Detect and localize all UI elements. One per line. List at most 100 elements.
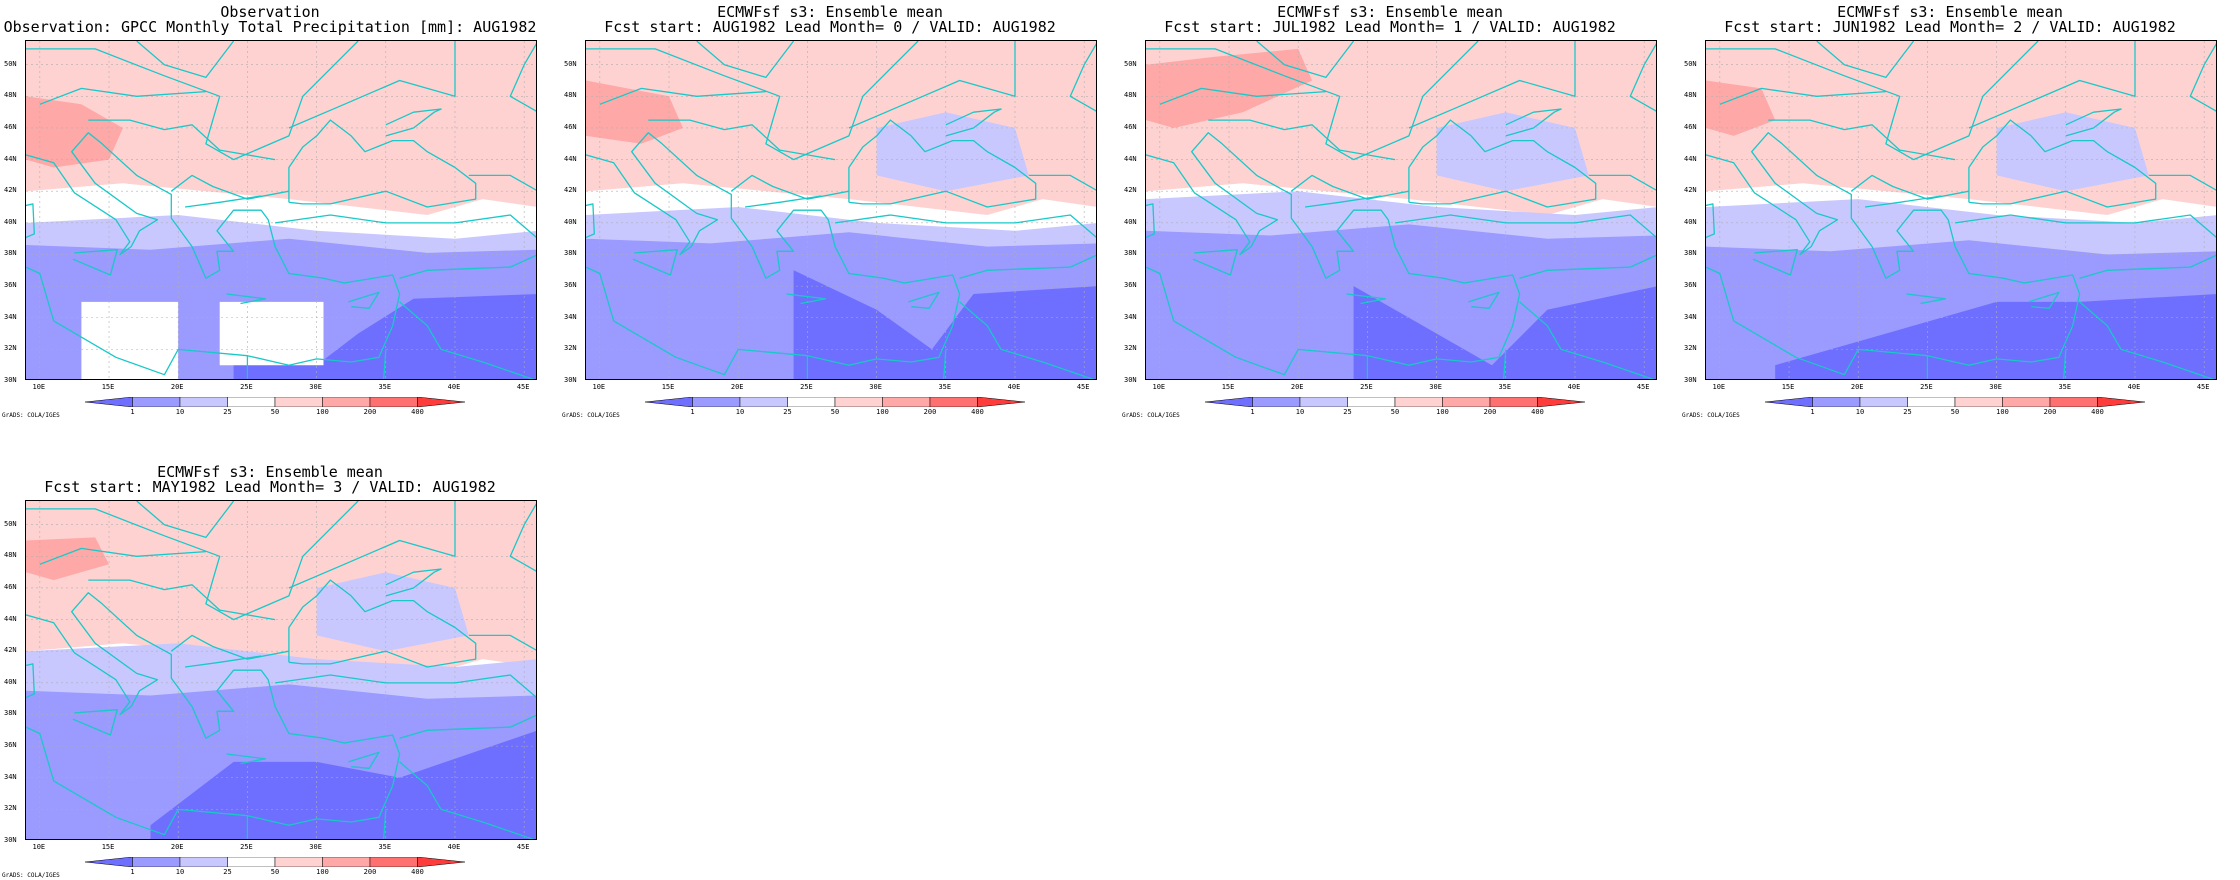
colorbar — [85, 857, 465, 867]
x-tick-label: 20E — [170, 843, 184, 851]
x-tick-label: 15E — [661, 383, 675, 391]
colorbar-swatch — [1299, 397, 1348, 407]
panel-title: Observation — [220, 3, 320, 21]
coastline — [1208, 119, 1396, 161]
x-tick-label: 40E — [447, 383, 461, 391]
y-tick-label: 36N — [4, 741, 17, 750]
x-tick-label: 25E — [800, 383, 813, 391]
x-tick-label: 20E — [1290, 383, 1304, 391]
coastline — [1346, 293, 1387, 305]
colorbar-label: 400 — [2091, 408, 2104, 416]
coastline — [835, 214, 1096, 238]
grads-credit: GrADS: COLA/IGES — [1682, 412, 1740, 419]
coastline — [1146, 132, 1521, 376]
y-tick-label: 40N — [4, 217, 17, 226]
x-tick-label: 20E — [170, 383, 184, 391]
x-tick-label: 45E — [1076, 383, 1090, 391]
y-tick-label: 46N — [564, 122, 577, 131]
x-tick-label: 15E — [1781, 383, 1795, 391]
coastline — [26, 41, 359, 161]
y-tick-label: 32N — [1124, 344, 1137, 353]
grads-credit: GrADS: COLA/IGES — [562, 412, 620, 419]
colorbar-label: 10 — [1295, 408, 1305, 416]
colorbar-label: 25 — [783, 408, 792, 416]
y-tick-label: 34N — [1684, 312, 1697, 321]
coastline — [648, 119, 836, 161]
coastline — [1192, 249, 1238, 276]
colorbar-swatch — [322, 857, 371, 867]
y-tick-label: 44N — [1124, 154, 1137, 163]
precip-region — [1436, 112, 1589, 192]
colorbar-swatch — [132, 857, 181, 867]
coastline — [26, 132, 401, 376]
x-tick-label: 15E — [101, 383, 115, 391]
coastline — [943, 349, 947, 379]
panel-subtitle: Fcst start: AUG1982 Lead Month= 0 / VALI… — [604, 18, 1056, 36]
y-tick-label: 42N — [4, 186, 17, 195]
coastline — [1505, 108, 1562, 137]
y-tick-label: 44N — [4, 614, 17, 623]
coastline — [1519, 254, 1656, 279]
x-tick-label: 45E — [1636, 383, 1650, 391]
coastline — [39, 547, 206, 565]
coastline — [1468, 291, 1500, 309]
coastline — [383, 809, 387, 839]
map-canvas — [1706, 41, 2216, 379]
colorbar-label: 1 — [130, 868, 135, 876]
y-tick-label: 30N — [1684, 376, 1697, 384]
coastline — [136, 501, 235, 539]
colorbar-swatch — [739, 397, 788, 407]
colorbar — [645, 397, 1025, 407]
y-tick-label: 40N — [564, 217, 577, 226]
precip-region — [26, 96, 123, 168]
colorbar-label: 25 — [1343, 408, 1352, 416]
precipitation-map — [1145, 40, 1657, 380]
precip-region — [876, 112, 1029, 192]
coastline — [185, 655, 262, 668]
coastline — [2079, 301, 2215, 379]
colorbar-swatch — [645, 397, 693, 407]
colorbar-swatch — [417, 397, 465, 407]
precip-region — [1146, 48, 1313, 128]
coastline — [2189, 43, 2216, 112]
x-tick-label: 10E — [32, 383, 46, 391]
coastline — [399, 761, 535, 839]
coastline — [1305, 195, 1382, 208]
coastline — [72, 249, 118, 276]
x-tick-label: 45E — [516, 843, 530, 851]
precip-region — [316, 572, 469, 652]
coastline — [1629, 43, 1656, 112]
colorbar-swatch — [85, 397, 133, 407]
precip-region — [586, 80, 683, 144]
coastline — [1955, 214, 2216, 238]
coastline — [399, 254, 536, 279]
colorbar-swatch — [1859, 397, 1908, 407]
coastline — [2079, 254, 2216, 279]
panel-subtitle: Fcst start: JUN1982 Lead Month= 2 / VALI… — [1724, 18, 2176, 36]
colorbar-swatch — [2049, 397, 2098, 407]
colorbar-swatch — [1394, 397, 1443, 407]
coastline — [509, 503, 536, 572]
coastline — [288, 579, 477, 668]
y-tick-label: 30N — [4, 376, 17, 384]
y-tick-label: 48N — [4, 91, 17, 100]
colorbar-label: 50 — [1950, 408, 1960, 416]
colorbar-swatch — [179, 857, 228, 867]
colorbar-label: 400 — [411, 868, 424, 876]
x-tick-label: 30E — [1989, 383, 2002, 391]
x-tick-label: 40E — [1007, 383, 1021, 391]
x-tick-label: 35E — [1498, 383, 1512, 391]
colorbar-label: 10 — [175, 868, 185, 876]
coastline — [945, 108, 1002, 137]
x-tick-label: 30E — [309, 383, 322, 391]
coastline — [88, 119, 276, 161]
x-tick-label: 15E — [1221, 383, 1235, 391]
coastline — [1816, 41, 1915, 79]
coastline — [2028, 291, 2060, 309]
x-tick-label: 40E — [447, 843, 461, 851]
y-tick-label: 32N — [4, 344, 17, 353]
coastline — [1706, 132, 2081, 376]
coastline — [1069, 43, 1096, 112]
colorbar-swatch — [1205, 397, 1253, 407]
coastline — [1028, 174, 1096, 191]
